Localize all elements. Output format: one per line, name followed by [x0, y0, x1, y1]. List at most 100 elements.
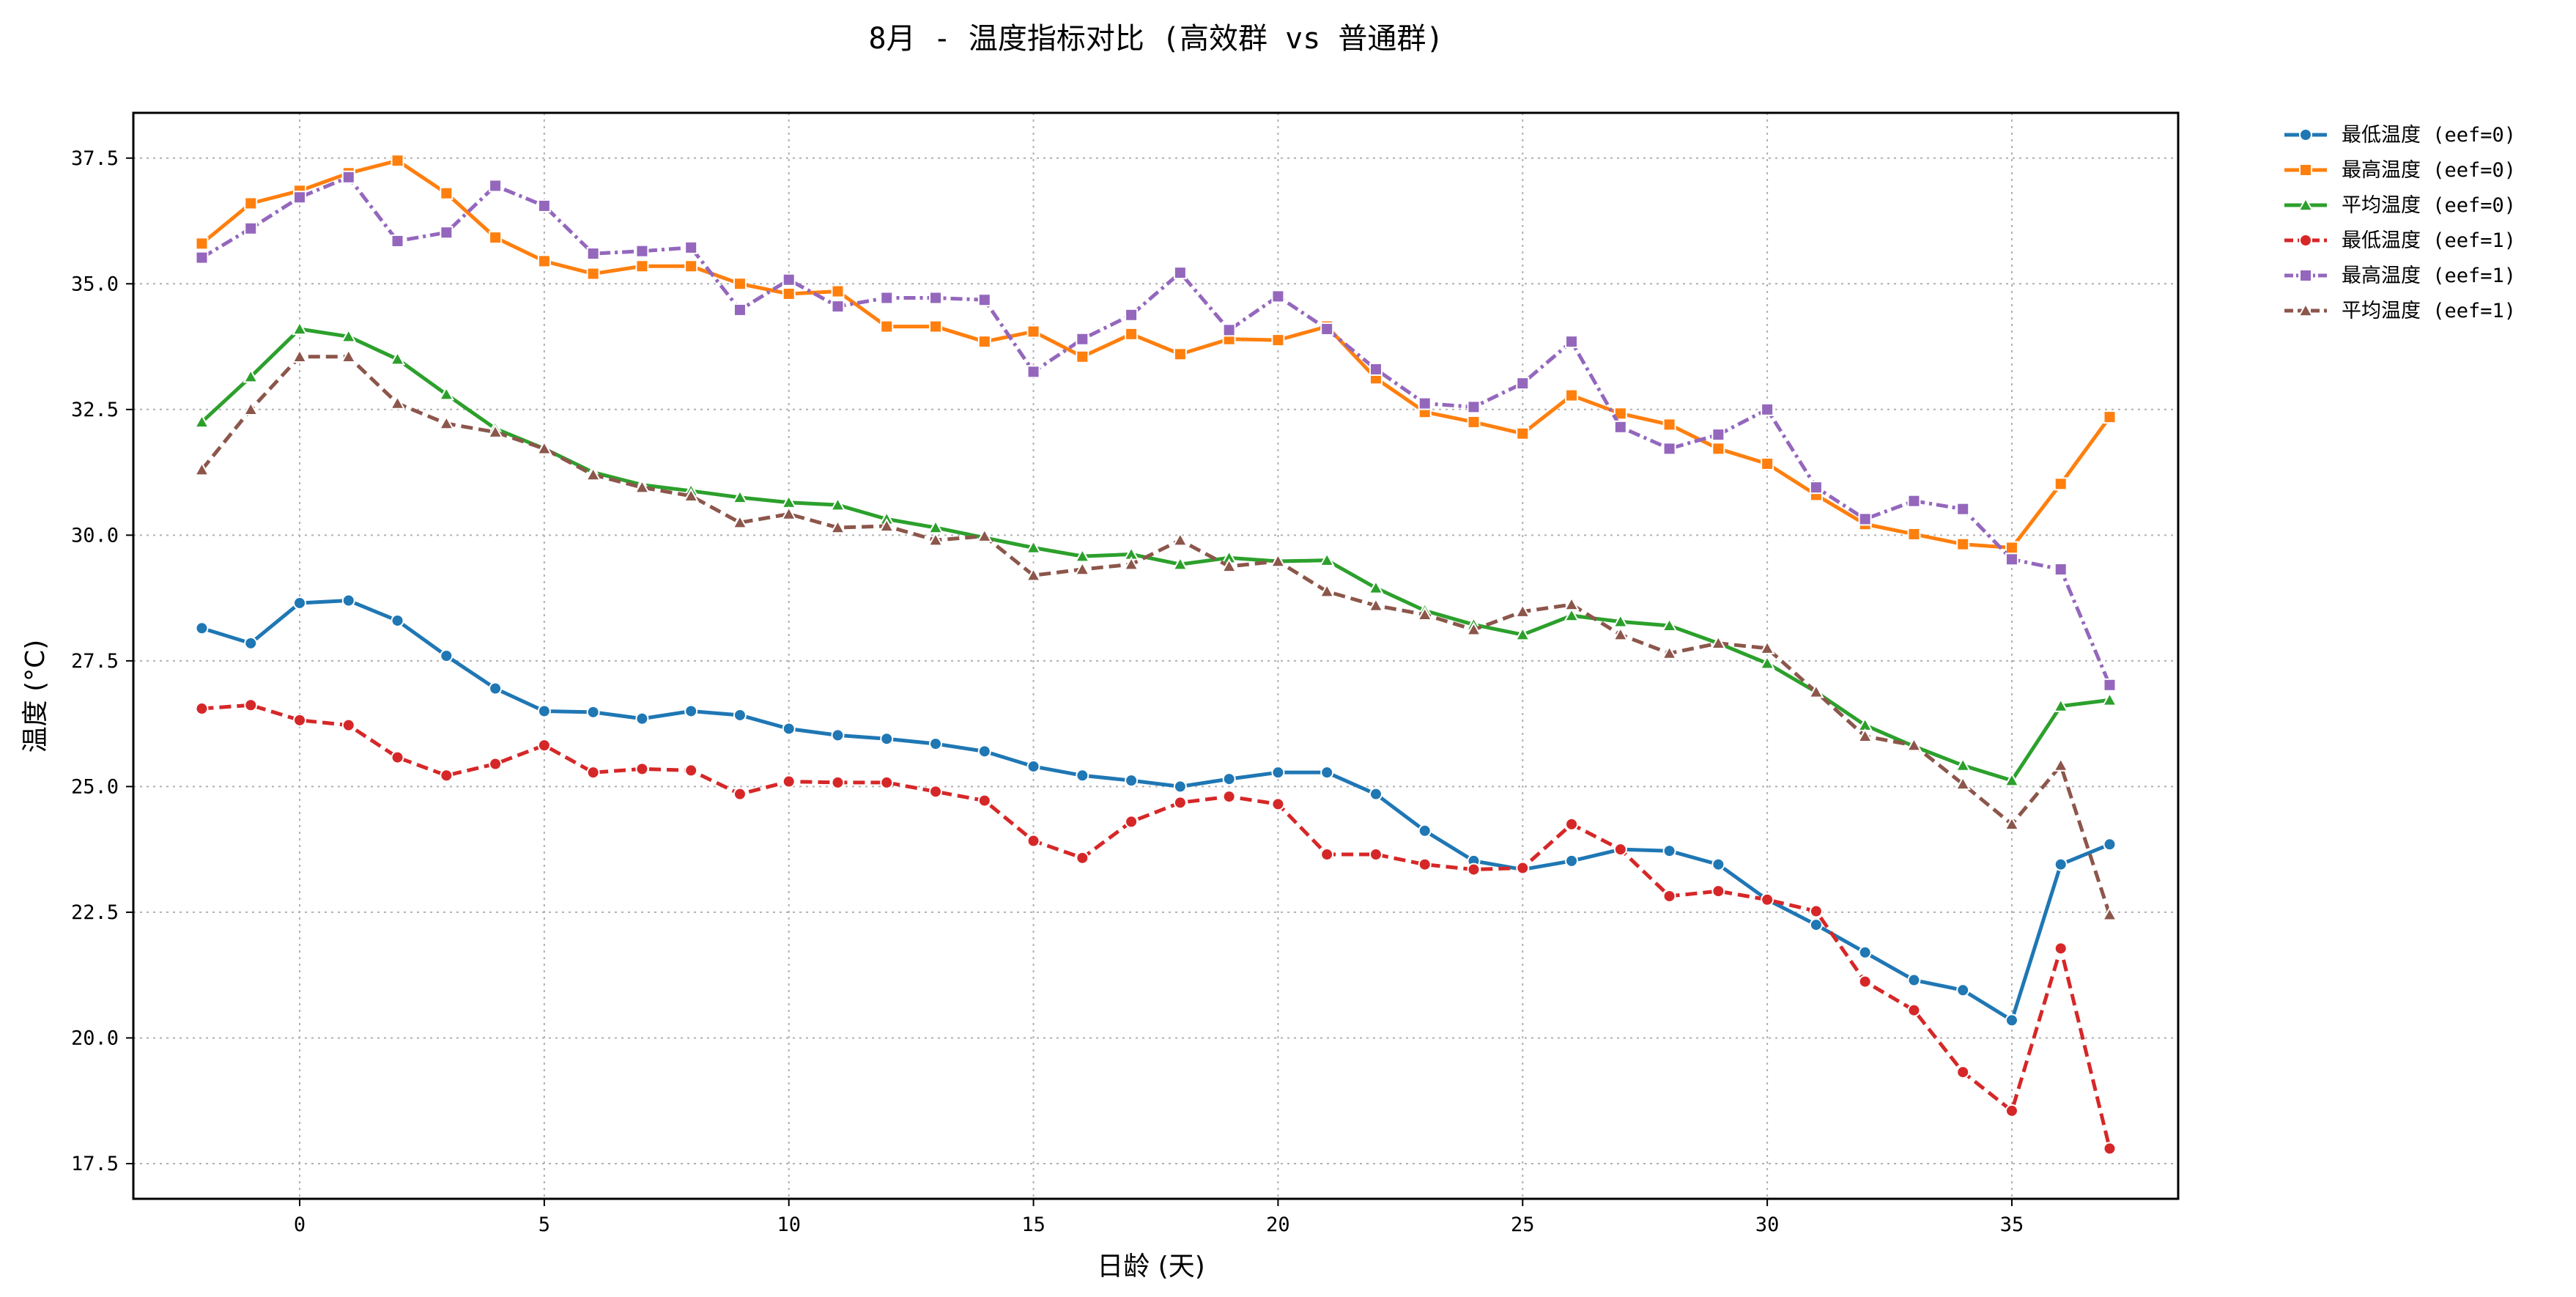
data-point: [977, 528, 993, 542]
data-point: [1418, 824, 1432, 838]
legend-label: 最低温度 (eef=1): [2342, 229, 2516, 252]
data-point: [880, 319, 894, 333]
data-point: [244, 636, 258, 650]
data-point: [1711, 857, 1725, 871]
data-point: [977, 335, 991, 349]
data-point: [2005, 1104, 2018, 1117]
series-4: [195, 170, 2117, 692]
data-point: [1955, 757, 1971, 772]
legend-item: 最低温度 (eef=0): [2284, 124, 2516, 147]
legend-swatch-marker: [2299, 128, 2312, 141]
data-point: [1467, 415, 1481, 429]
data-point: [1125, 774, 1139, 788]
data-point: [684, 764, 698, 777]
data-point: [1467, 400, 1481, 414]
data-point: [1465, 621, 1482, 636]
data-point: [1319, 583, 1335, 598]
data-point: [1858, 975, 1872, 989]
data-point: [1563, 607, 1580, 622]
data-point: [1173, 266, 1187, 280]
data-point: [929, 319, 943, 333]
data-point: [195, 237, 209, 251]
data-point: [1759, 640, 1775, 654]
data-point: [1173, 347, 1187, 361]
data-point: [781, 506, 797, 520]
data-point: [929, 737, 943, 751]
data-point: [1711, 428, 1725, 442]
data-point: [782, 273, 796, 287]
legend-label: 最低温度 (eef=0): [2342, 124, 2516, 147]
data-point: [1271, 766, 1285, 780]
data-point: [1319, 552, 1335, 566]
x-tick-label: 15: [1021, 1213, 1045, 1236]
data-point: [1858, 512, 1872, 526]
data-point: [438, 415, 455, 430]
data-point: [1025, 567, 1042, 582]
data-point: [1956, 502, 1970, 516]
legend-label: 最高温度 (eef=1): [2342, 265, 2516, 287]
data-point: [195, 702, 209, 716]
legend-label: 平均温度 (eef=0): [2342, 194, 2516, 217]
data-point: [389, 395, 406, 410]
data-point: [341, 594, 355, 607]
legend-item: 平均温度 (eef=1): [2284, 300, 2516, 322]
series-5: [193, 348, 2118, 921]
data-point: [929, 785, 943, 799]
data-point: [438, 386, 455, 401]
data-point: [391, 154, 404, 168]
data-point: [586, 247, 600, 261]
data-point: [1076, 851, 1089, 865]
x-axis-label: 日龄 (天): [1097, 1252, 1205, 1282]
data-point: [1026, 834, 1040, 848]
data-point: [1516, 426, 1530, 440]
legend-swatch-marker: [2299, 269, 2312, 282]
data-point: [585, 466, 602, 481]
chart-title: 8月 - 温度指标对比 (高效群 vs 普通群): [869, 22, 1444, 56]
data-point: [2004, 816, 2020, 831]
data-point: [1759, 655, 1775, 670]
data-point: [733, 708, 747, 722]
data-point: [2103, 838, 2117, 851]
data-point: [928, 532, 944, 547]
data-point: [2103, 1142, 2117, 1156]
data-point: [1222, 772, 1236, 786]
data-point: [1270, 553, 1287, 568]
y-tick-label: 32.5: [71, 399, 119, 421]
data-point: [1711, 884, 1725, 898]
data-point: [1025, 539, 1042, 554]
data-point: [195, 621, 209, 635]
plot-frame: [132, 111, 2180, 1200]
data-point: [1956, 1065, 1970, 1079]
data-point: [1271, 333, 1285, 347]
data-point: [635, 244, 649, 258]
data-point: [732, 514, 748, 529]
data-point: [1565, 335, 1579, 349]
data-point: [1808, 684, 1824, 698]
data-point: [1613, 420, 1627, 434]
data-point: [2103, 678, 2117, 692]
data-point: [1761, 457, 1774, 470]
data-point: [1662, 442, 1676, 456]
data-point: [1026, 325, 1040, 339]
x-tick-label: 5: [538, 1213, 550, 1236]
data-point: [243, 401, 259, 416]
data-point: [489, 231, 503, 245]
data-point: [1906, 737, 1922, 752]
legend-item: 平均温度 (eef=0): [2284, 194, 2516, 217]
data-point: [292, 320, 308, 336]
data-point: [536, 440, 552, 455]
data-point: [782, 775, 796, 788]
data-point: [1173, 796, 1187, 810]
y-tick-label: 27.5: [71, 650, 119, 673]
data-point: [1858, 945, 1872, 959]
data-point: [880, 775, 894, 789]
legend: 最低温度 (eef=0) 最高温度 (eef=0) 平均温度 (eef=0) 最低温度…: [2284, 124, 2516, 322]
data-point: [1662, 844, 1676, 858]
series-line: [200, 158, 2111, 550]
legend-swatch-marker: [2298, 302, 2314, 317]
data-point: [1710, 635, 1727, 650]
data-point: [586, 705, 600, 719]
data-point: [1172, 556, 1188, 571]
x-tick-label: 30: [1755, 1213, 1780, 1236]
